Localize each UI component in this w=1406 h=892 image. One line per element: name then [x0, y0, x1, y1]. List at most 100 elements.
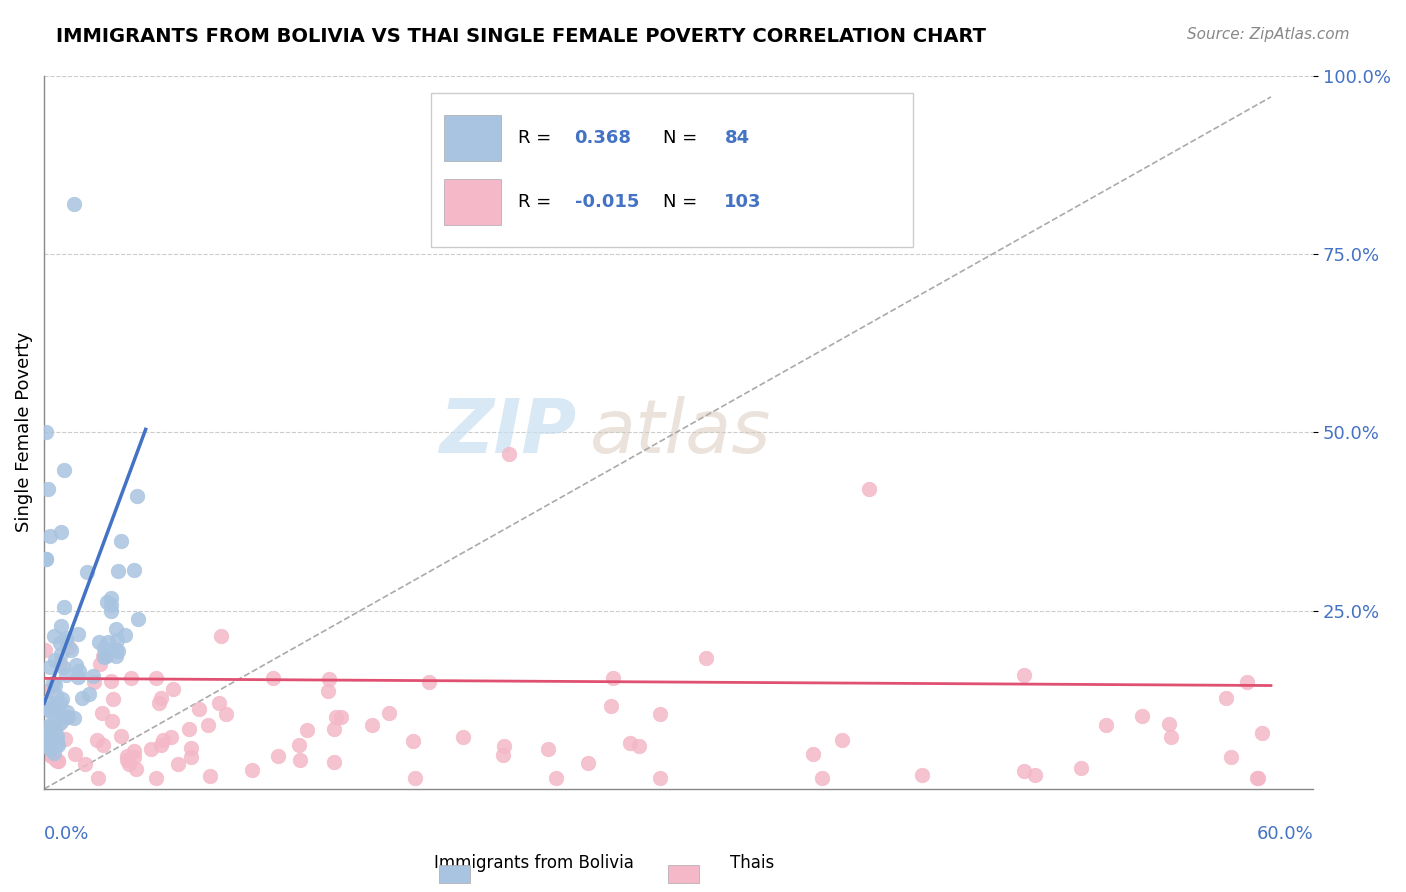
Point	[39, 742, 62, 756]
Point	[96, 595, 118, 609]
Point	[66, 670, 89, 684]
Point	[1246, 772, 1268, 786]
Point	[42, 721, 65, 735]
Point	[619, 736, 641, 750]
Point	[145, 772, 167, 786]
Point	[56, 709, 79, 723]
Point	[145, 671, 167, 685]
Point	[39, 720, 62, 734]
Point	[124, 744, 146, 758]
Point	[44, 722, 66, 736]
Text: 103: 103	[724, 193, 762, 211]
Point	[576, 756, 599, 770]
Point	[37, 719, 59, 733]
Point	[37, 700, 59, 714]
Point	[83, 675, 105, 690]
Point	[93, 649, 115, 664]
Point	[37, 483, 59, 497]
Point	[1220, 749, 1243, 764]
Point	[49, 619, 72, 633]
Point	[207, 696, 229, 710]
Point	[55, 668, 77, 682]
Point	[858, 483, 880, 497]
Point	[831, 733, 853, 747]
Point	[318, 684, 340, 698]
Point	[498, 447, 520, 461]
Point	[45, 696, 67, 710]
Point	[100, 604, 122, 618]
Text: 60.0%: 60.0%	[1257, 824, 1313, 843]
Point	[42, 731, 65, 746]
Text: ZIP: ZIP	[440, 396, 576, 469]
Point	[42, 700, 65, 714]
Text: Immigrants from Bolivia: Immigrants from Bolivia	[434, 855, 634, 872]
Point	[103, 692, 125, 706]
Text: 0.368: 0.368	[575, 129, 631, 147]
Point	[55, 710, 77, 724]
Point	[89, 635, 111, 649]
Point	[1236, 675, 1258, 690]
Point	[45, 706, 67, 720]
Point	[177, 722, 200, 736]
Point	[318, 673, 340, 687]
Point	[1012, 764, 1035, 779]
Point	[118, 756, 141, 771]
Point	[52, 462, 75, 476]
FancyBboxPatch shape	[444, 115, 501, 161]
Point	[1070, 761, 1092, 775]
Text: 84: 84	[724, 129, 749, 147]
Point	[39, 528, 62, 542]
Point	[41, 730, 63, 744]
Point	[76, 565, 98, 579]
Point	[35, 552, 58, 566]
Point	[104, 622, 127, 636]
Point	[1130, 709, 1153, 723]
Text: R =: R =	[517, 129, 557, 147]
Point	[34, 643, 56, 657]
Point	[121, 672, 143, 686]
Point	[39, 726, 62, 740]
Point	[91, 706, 114, 720]
Point	[180, 740, 202, 755]
Point	[200, 769, 222, 783]
Point	[67, 664, 90, 678]
Point	[1246, 772, 1268, 786]
Point	[55, 710, 77, 724]
Point	[152, 733, 174, 747]
Point	[100, 591, 122, 606]
Point	[91, 738, 114, 752]
Text: Thais: Thais	[730, 855, 775, 872]
Point	[127, 612, 149, 626]
Point	[1251, 726, 1274, 740]
Point	[100, 598, 122, 612]
Point	[63, 747, 86, 762]
Point	[110, 730, 132, 744]
Point	[53, 600, 76, 615]
Point	[49, 656, 72, 670]
Point	[215, 707, 238, 722]
Point	[46, 735, 69, 749]
Point	[49, 696, 72, 710]
Point	[51, 691, 73, 706]
Point	[125, 489, 148, 503]
Point	[453, 730, 475, 744]
Point	[48, 716, 70, 731]
Point	[87, 772, 110, 786]
Point	[537, 742, 560, 756]
Point	[41, 733, 63, 747]
Point	[46, 729, 69, 743]
Point	[38, 728, 60, 742]
Point	[45, 753, 67, 767]
Point	[46, 755, 69, 769]
Point	[650, 706, 672, 721]
Point	[42, 629, 65, 643]
Point	[149, 691, 172, 706]
Point	[37, 732, 59, 747]
Point	[1095, 718, 1118, 732]
Point	[360, 718, 382, 732]
Point	[55, 705, 77, 719]
Point	[34, 733, 56, 747]
Point	[37, 721, 59, 735]
Point	[53, 732, 76, 747]
Point	[94, 648, 117, 663]
